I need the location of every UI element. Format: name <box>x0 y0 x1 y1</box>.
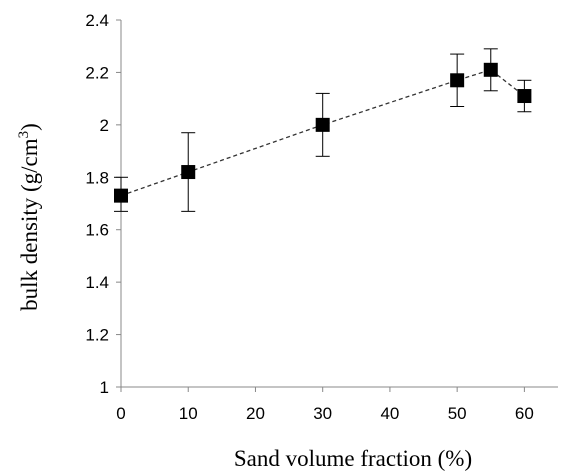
data-markers <box>114 62 532 203</box>
data-point-marker <box>450 73 465 88</box>
y-tick-label: 2 <box>100 116 109 135</box>
y-axis-ticks: 1 1.2 1.4 1.6 1.8 2 2.2 2.4 <box>85 11 121 397</box>
x-tick-label: 40 <box>380 404 399 423</box>
y-tick-label: 1.6 <box>85 221 109 240</box>
data-point-marker <box>315 117 330 132</box>
y-tick-label: 2.4 <box>85 11 109 30</box>
x-tick-label: 60 <box>515 404 534 423</box>
data-point-marker <box>114 188 128 203</box>
y-tick-label: 1.8 <box>85 168 109 187</box>
data-point-marker <box>517 89 532 104</box>
x-tick-label: 50 <box>448 404 467 423</box>
error-bars <box>114 48 532 212</box>
data-point-marker <box>181 165 196 180</box>
y-tick-label: 1.4 <box>85 273 109 292</box>
x-axis-title: Sand volume fraction (%) <box>234 446 472 471</box>
y-axis-title-end: ) <box>17 123 42 131</box>
x-axis-ticks: 0 10 20 30 40 50 60 <box>116 387 534 423</box>
x-tick-label: 20 <box>246 404 265 423</box>
data-point-marker <box>483 62 498 77</box>
y-axis-title: bulk density (g/cm3) <box>16 123 42 311</box>
y-tick-label: 1.2 <box>85 326 109 345</box>
series-connector-line <box>120 69 525 197</box>
y-tick-label: 2.2 <box>85 63 109 82</box>
x-tick-label: 0 <box>116 404 125 423</box>
x-tick-label: 10 <box>179 404 198 423</box>
y-axis-title-main: bulk density (g/cm <box>17 138 42 311</box>
x-tick-label: 30 <box>313 404 332 423</box>
y-axis-title-superscript: 3 <box>16 131 32 139</box>
y-tick-label: 1 <box>100 378 109 397</box>
